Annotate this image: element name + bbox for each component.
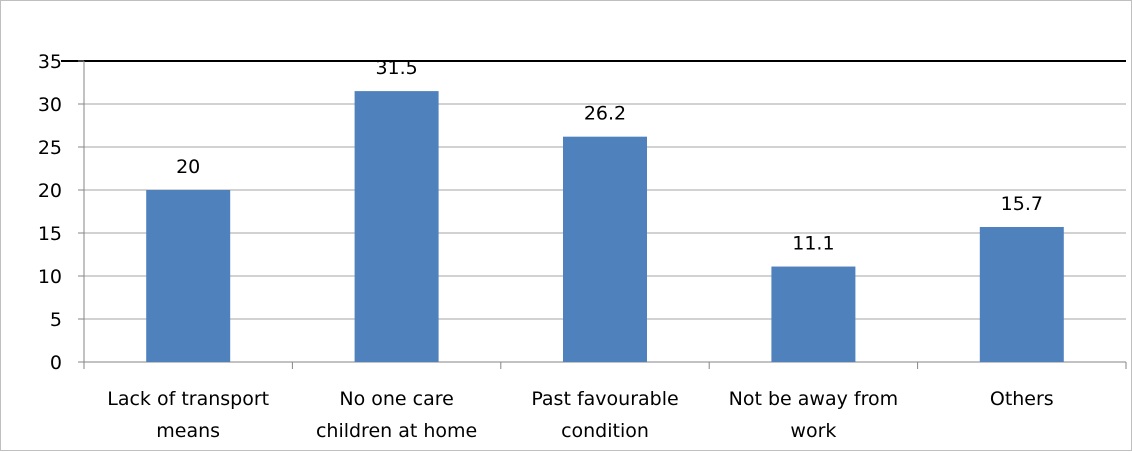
bar	[979, 226, 1064, 362]
x-category-label: Not be away from	[729, 388, 898, 410]
x-category-label: children at home	[316, 420, 477, 442]
data-label: 11.1	[792, 233, 834, 255]
bar	[354, 91, 439, 362]
data-label: 26.2	[584, 103, 626, 125]
x-category-label: means	[156, 420, 220, 442]
x-category-label: Others	[990, 388, 1054, 410]
y-tick-label: 15	[38, 223, 62, 245]
bar	[146, 190, 231, 362]
x-category-label: Lack of transport	[107, 388, 269, 410]
x-category-label: Past favourable	[531, 388, 678, 410]
y-tick-label: 10	[38, 266, 62, 288]
x-category-label: condition	[561, 420, 649, 442]
x-category-label: work	[790, 420, 836, 442]
x-category-label: No one care	[339, 388, 453, 410]
bar	[563, 136, 647, 362]
data-label: 20	[176, 156, 200, 178]
data-label: 31.5	[375, 57, 417, 79]
y-tick-label: 30	[38, 94, 62, 116]
y-tick-label: 20	[38, 180, 62, 202]
y-tick-label: 0	[50, 352, 62, 374]
y-tick-label: 5	[50, 309, 62, 331]
data-label: 15.7	[1001, 193, 1043, 215]
bar	[771, 266, 856, 362]
y-tick-label: 25	[38, 137, 62, 159]
y-tick-label: 35	[38, 51, 62, 73]
